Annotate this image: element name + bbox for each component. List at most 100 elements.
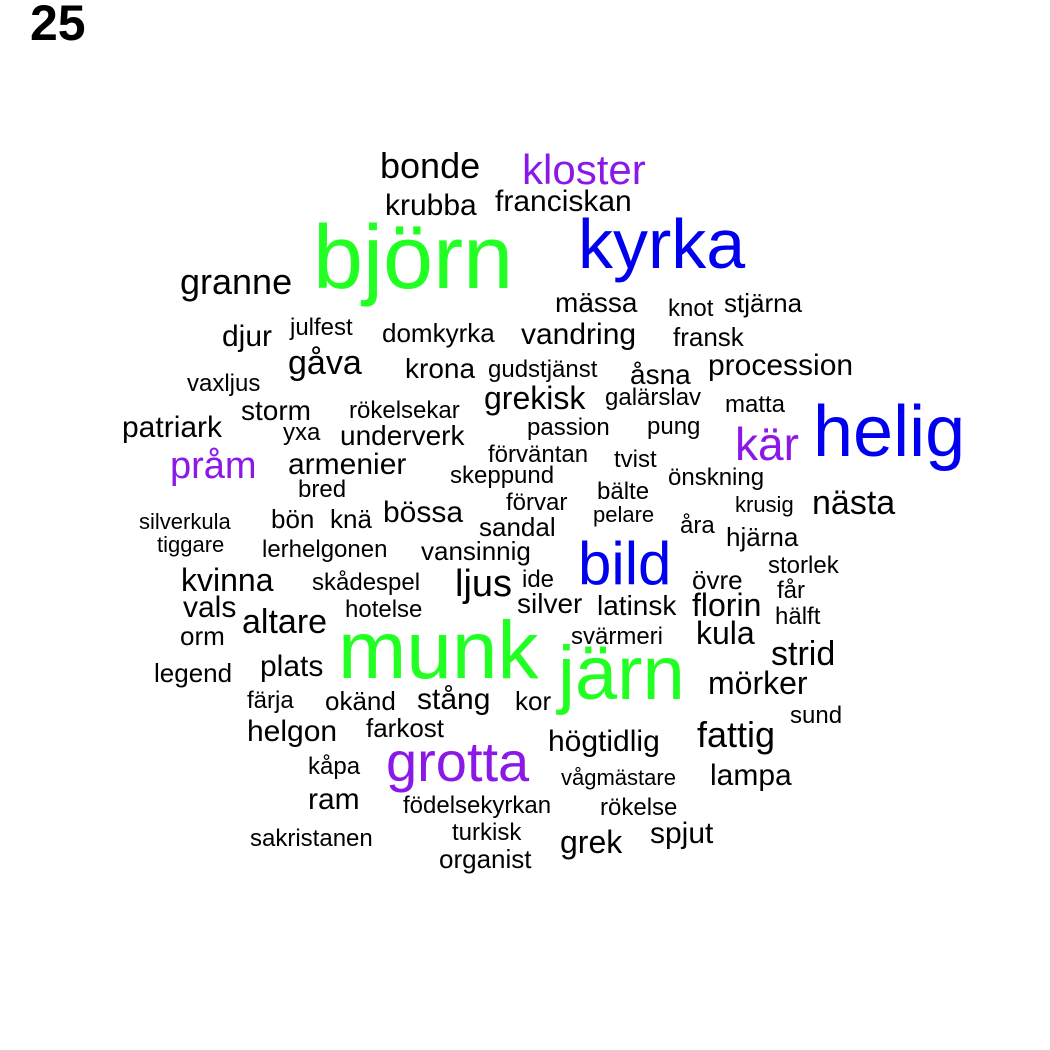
cloud-word-hjarna: hjärna bbox=[726, 522, 799, 552]
cloud-word-krubba: krubba bbox=[385, 189, 477, 222]
cloud-word-spjut: spjut bbox=[650, 817, 714, 850]
cloud-word-bjorn: björn bbox=[313, 208, 514, 308]
cloud-word-tiggare: tiggare bbox=[157, 532, 225, 557]
cloud-word-skadespel: skådespel bbox=[312, 569, 421, 596]
cloud-word-granne: granne bbox=[180, 261, 293, 302]
cloud-word-ovre: övre bbox=[692, 565, 743, 595]
cloud-word-ide: ide bbox=[522, 566, 555, 593]
cloud-word-bon: bön bbox=[271, 504, 315, 534]
cloud-word-storlek: storlek bbox=[768, 552, 839, 579]
cloud-word-gava: gåva bbox=[288, 344, 362, 382]
cloud-word-kar: kär bbox=[735, 418, 799, 470]
cloud-word-farkost: farkost bbox=[366, 713, 445, 743]
cloud-word-kyrka: kyrka bbox=[578, 205, 746, 283]
cloud-word-vals: vals bbox=[183, 591, 237, 624]
cloud-word-silverkula: silverkula bbox=[139, 509, 231, 534]
cloud-word-kloster: kloster bbox=[522, 146, 646, 193]
cloud-word-vandring: vandring bbox=[521, 318, 637, 351]
cloud-word-pram: pråm bbox=[170, 445, 257, 487]
cloud-word-helgon: helgon bbox=[247, 715, 338, 748]
cloud-word-orm: orm bbox=[180, 621, 225, 651]
cloud-word-vansinnig: vansinnig bbox=[421, 536, 531, 566]
cloud-word-far: får bbox=[777, 577, 806, 604]
cloud-word-sund: sund bbox=[790, 702, 843, 729]
cloud-word-grotta: grotta bbox=[386, 730, 530, 793]
cloud-word-julfest: julfest bbox=[290, 314, 353, 341]
cloud-word-forvantan: förväntan bbox=[488, 441, 589, 468]
cloud-word-bred: bred bbox=[298, 476, 347, 503]
cloud-word-ram: ram bbox=[308, 783, 360, 816]
cloud-word-hogtidlig: högtidlig bbox=[548, 725, 660, 758]
cloud-word-forvar: förvar bbox=[506, 489, 568, 516]
cloud-word-tvist: tvist bbox=[614, 446, 657, 473]
cloud-word-sandal: sandal bbox=[479, 512, 556, 542]
cloud-word-ljus: ljus bbox=[455, 563, 513, 605]
cloud-word-galarslav: galärslav bbox=[605, 384, 702, 411]
cloud-word-storm: storm bbox=[241, 395, 311, 426]
cloud-word-farja: färja bbox=[247, 687, 294, 714]
cloud-word-nasta: nästa bbox=[812, 484, 896, 522]
cloud-word-krusig: krusig bbox=[735, 492, 794, 517]
cloud-word-hotelse: hotelse bbox=[345, 596, 423, 623]
cloud-word-latinsk: latinsk bbox=[597, 590, 677, 621]
cloud-word-fransk: fransk bbox=[673, 322, 744, 352]
cloud-word-skeppund: skeppund bbox=[450, 462, 555, 489]
cloud-word-stjarna: stjärna bbox=[724, 288, 803, 318]
cloud-word-bonde: bonde bbox=[380, 145, 481, 186]
cloud-word-halft: hälft bbox=[775, 603, 821, 630]
cloud-word-munk: munk bbox=[338, 605, 539, 696]
cloud-word-silver: silver bbox=[517, 588, 583, 619]
cloud-word-matta: matta bbox=[725, 391, 786, 418]
cloud-word-grekisk: grekisk bbox=[484, 380, 586, 416]
cloud-word-kor: kor bbox=[515, 686, 552, 716]
cloud-word-kula: kula bbox=[696, 615, 755, 651]
cloud-word-rokelse: rökelse bbox=[600, 794, 678, 821]
cloud-word-kvinna: kvinna bbox=[181, 562, 274, 598]
cloud-word-djur: djur bbox=[222, 320, 273, 353]
cloud-word-fattig: fattig bbox=[697, 714, 776, 755]
cloud-word-gudstjanst: gudstjänst bbox=[488, 356, 598, 383]
cloud-word-strid: strid bbox=[771, 635, 836, 673]
cloud-word-kna: knä bbox=[330, 504, 372, 534]
cloud-word-underverk: underverk bbox=[340, 420, 465, 451]
cloud-word-lerhelgonen: lerhelgonen bbox=[262, 536, 388, 563]
cloud-word-fodelsekyrkan: födelsekyrkan bbox=[403, 792, 552, 819]
cloud-word-stang: stång bbox=[417, 683, 491, 716]
cloud-word-knot: knot bbox=[668, 295, 714, 322]
cloud-word-plats: plats bbox=[260, 650, 324, 683]
cloud-word-vagmastare: vågmästare bbox=[561, 765, 676, 790]
cloud-word-pelare: pelare bbox=[593, 502, 655, 527]
cloud-word-svarmeri: svärmeri bbox=[571, 623, 664, 650]
cloud-word-lampa: lampa bbox=[710, 759, 792, 792]
cloud-word-kapa: kåpa bbox=[308, 753, 361, 780]
cloud-word-legend: legend bbox=[154, 658, 233, 688]
cloud-word-bild: bild bbox=[578, 530, 672, 597]
cloud-word-procession: procession bbox=[708, 349, 854, 382]
cloud-word-pung: pung bbox=[647, 413, 701, 440]
cloud-word-organist: organist bbox=[439, 844, 532, 874]
cloud-word-domkyrka: domkyrka bbox=[382, 318, 495, 348]
cloud-word-jarn: järn bbox=[558, 631, 685, 716]
cloud-word-patriark: patriark bbox=[122, 411, 223, 444]
cloud-word-florin: florin bbox=[692, 587, 762, 623]
cloud-word-morker: mörker bbox=[708, 665, 808, 701]
cloud-word-passion: passion bbox=[527, 414, 610, 441]
cloud-word-onskning: önskning bbox=[668, 464, 765, 491]
cloud-word-sakristanen: sakristanen bbox=[250, 825, 373, 852]
cloud-word-vaxljus: vaxljus bbox=[187, 370, 261, 397]
cloud-word-helig: helig bbox=[813, 392, 966, 472]
cloud-word-massa: mässa bbox=[555, 287, 638, 318]
cloud-word-turkisk: turkisk bbox=[452, 819, 522, 846]
cloud-word-yxa: yxa bbox=[283, 419, 321, 446]
cloud-word-ara: åra bbox=[680, 512, 715, 539]
cloud-word-okand: okänd bbox=[325, 686, 396, 716]
page-number: 25 bbox=[30, 0, 86, 51]
cloud-word-asna: åsna bbox=[630, 359, 691, 390]
cloud-word-krona: krona bbox=[405, 353, 476, 384]
cloud-word-bossa: bössa bbox=[383, 496, 464, 529]
cloud-word-armenier: armenier bbox=[288, 448, 407, 481]
cloud-word-franciskan: franciskan bbox=[495, 185, 632, 218]
cloud-word-grek: grek bbox=[560, 824, 623, 860]
cloud-word-altare: altare bbox=[242, 603, 328, 641]
